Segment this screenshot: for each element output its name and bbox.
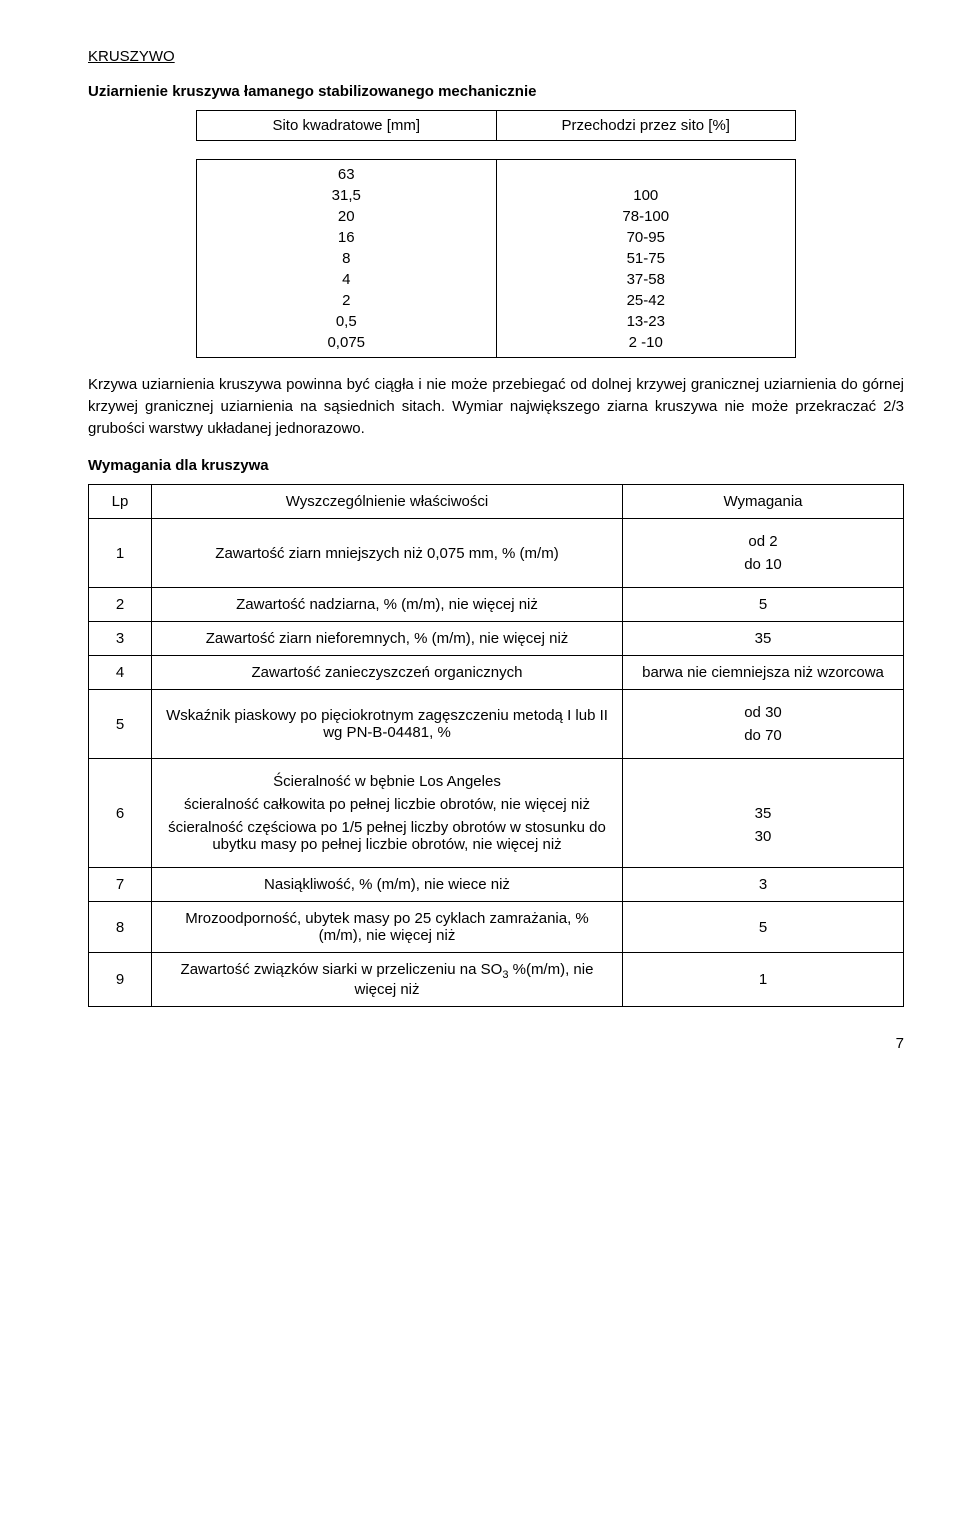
sieve-right-cell: 70-95	[497, 227, 796, 248]
sieve-left-cell: 0,075	[197, 332, 496, 353]
req-cell-req: 1	[623, 953, 904, 1007]
req-cell-req: od 2 do 10	[623, 519, 904, 588]
sieve-right-cell: 25-42	[497, 290, 796, 311]
paragraph-text: Krzywa uziarnienia kruszywa powinna być …	[88, 374, 904, 439]
sieve-header-left: Sito kwadratowe [mm]	[197, 111, 497, 141]
req-cell-desc: Zawartość związków siarki w przeliczeniu…	[152, 953, 623, 1007]
sieve-left-cell: 2	[197, 290, 496, 311]
req-req-line: od 2	[633, 533, 893, 550]
sieve-right-cell: 100	[497, 185, 796, 206]
sieve-left-column: 6331,520168420,50,075	[197, 164, 496, 353]
req-cell-desc: Wskaźnik piaskowy po pięciokrotnym zagęs…	[152, 690, 623, 759]
req-req-line	[633, 782, 893, 799]
sieve-left-cell: 0,5	[197, 311, 496, 332]
req-cell-lp: 9	[89, 953, 152, 1007]
subtitle-sieve: Uziarnienie kruszywa łamanego stabilizow…	[88, 83, 904, 100]
req-cell-desc: Zawartość ziarn mniejszych niż 0,075 mm,…	[152, 519, 623, 588]
sieve-right-cell: 51-75	[497, 248, 796, 269]
req-cell-lp: 3	[89, 622, 152, 656]
sieve-left-cell: 63	[197, 164, 496, 185]
page-number: 7	[88, 1035, 904, 1052]
section-heading: KRUSZYWO	[88, 48, 904, 65]
sieve-left-cell: 31,5	[197, 185, 496, 206]
req-req-line: 35	[633, 805, 893, 822]
req-cell-lp: 8	[89, 902, 152, 953]
req-head-lp: Lp	[89, 485, 152, 519]
req-desc-line: Ścieralność w bębnie Los Angeles	[162, 773, 612, 790]
sieve-right-cell: 13-23	[497, 311, 796, 332]
sieve-header-right: Przechodzi przez sito [%]	[496, 111, 796, 141]
sieve-left-cell: 8	[197, 248, 496, 269]
req-cell-req: od 30 do 70	[623, 690, 904, 759]
req-cell-req: 5	[623, 902, 904, 953]
sieve-left-cell: 20	[197, 206, 496, 227]
req-cell-lp: 7	[89, 868, 152, 902]
req-cell-req: 5	[623, 588, 904, 622]
req-cell-desc: Mrozoodporność, ubytek masy po 25 cyklac…	[152, 902, 623, 953]
req-req-line: do 70	[633, 727, 893, 744]
req-req-line: do 10	[633, 556, 893, 573]
req-cell-lp: 4	[89, 656, 152, 690]
sieve-right-cell	[497, 164, 796, 185]
req-cell-lp: 6	[89, 759, 152, 868]
req-cell-desc: Zawartość ziarn nieforemnych, % (m/m), n…	[152, 622, 623, 656]
req-cell-req: 3530	[623, 759, 904, 868]
sieve-right-column: 10078-10070-9551-7537-5825-4213-232 -10	[497, 164, 796, 353]
req-cell-lp: 2	[89, 588, 152, 622]
req-req-line: od 30	[633, 704, 893, 721]
req-cell-lp: 1	[89, 519, 152, 588]
sieve-body-table: 6331,520168420,50,075 10078-10070-9551-7…	[196, 159, 796, 358]
sieve-right-cell: 2 -10	[497, 332, 796, 353]
sieve-left-cell: 16	[197, 227, 496, 248]
sieve-right-cell: 37-58	[497, 269, 796, 290]
sieve-header-table: Sito kwadratowe [mm] Przechodzi przez si…	[196, 110, 796, 141]
requirements-table: Lp Wyszczególnienie właściwości Wymagani…	[88, 484, 904, 1007]
req-cell-lp: 5	[89, 690, 152, 759]
req-cell-desc: Zawartość nadziarna, % (m/m), nie więcej…	[152, 588, 623, 622]
req-head-desc: Wyszczególnienie właściwości	[152, 485, 623, 519]
subtitle-requirements: Wymagania dla kruszywa	[88, 457, 904, 474]
req-cell-req: barwa nie ciemniejsza niż wzorcowa	[623, 656, 904, 690]
sieve-right-cell: 78-100	[497, 206, 796, 227]
req-desc-line: ścieralność częściowa po 1/5 pełnej licz…	[162, 819, 612, 853]
req-desc-line: ścieralność całkowita po pełnej liczbie …	[162, 796, 612, 813]
req-req-line: 30	[633, 828, 893, 845]
req-cell-req: 35	[623, 622, 904, 656]
sieve-left-cell: 4	[197, 269, 496, 290]
req-head-req: Wymagania	[623, 485, 904, 519]
req-cell-desc: Zawartość zanieczyszczeń organicznych	[152, 656, 623, 690]
req-cell-desc: Nasiąkliwość, % (m/m), nie wiece niż	[152, 868, 623, 902]
req-cell-req: 3	[623, 868, 904, 902]
req-cell-desc: Ścieralność w bębnie Los Angeles ścieraln…	[152, 759, 623, 868]
